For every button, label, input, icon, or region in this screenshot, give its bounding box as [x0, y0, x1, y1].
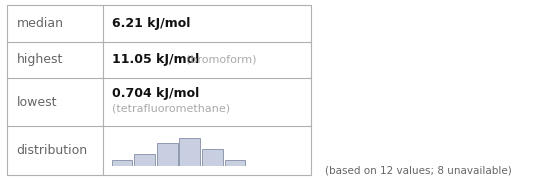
- Text: (bromoform): (bromoform): [186, 55, 257, 65]
- Bar: [111, 160, 133, 166]
- Text: 11.05 kJ/mol: 11.05 kJ/mol: [112, 53, 200, 66]
- Bar: [224, 160, 246, 166]
- Text: highest: highest: [16, 53, 63, 66]
- Bar: [134, 154, 155, 166]
- Text: lowest: lowest: [16, 96, 57, 109]
- Bar: [157, 143, 177, 166]
- Text: distribution: distribution: [16, 144, 87, 157]
- Text: (based on 12 values; 8 unavailable): (based on 12 values; 8 unavailable): [325, 166, 512, 176]
- Bar: [202, 149, 223, 166]
- Bar: [180, 138, 200, 166]
- Text: 0.704 kJ/mol: 0.704 kJ/mol: [112, 87, 200, 100]
- Bar: [7, 5, 311, 175]
- Text: 6.21 kJ/mol: 6.21 kJ/mol: [112, 17, 191, 30]
- Text: median: median: [16, 17, 63, 30]
- Text: (tetrafluoromethane): (tetrafluoromethane): [112, 103, 230, 113]
